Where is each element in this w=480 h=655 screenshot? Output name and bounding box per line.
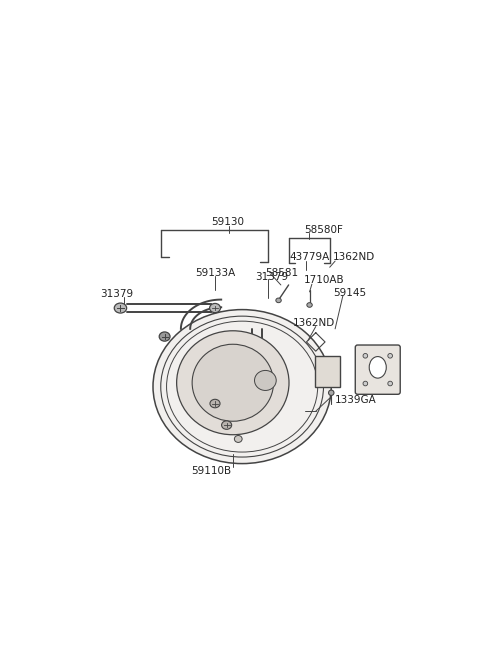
Text: 31379: 31379 — [100, 290, 133, 299]
Text: 1710AB: 1710AB — [304, 275, 345, 286]
Text: 58581: 58581 — [265, 268, 299, 278]
Ellipse shape — [210, 400, 220, 408]
Ellipse shape — [234, 436, 242, 442]
Ellipse shape — [177, 331, 289, 435]
Ellipse shape — [222, 421, 232, 429]
Text: 1339GA: 1339GA — [335, 396, 377, 405]
Bar — [315, 356, 340, 386]
Text: 59110B: 59110B — [191, 466, 231, 476]
Ellipse shape — [388, 381, 393, 386]
Text: 1362ND: 1362ND — [292, 318, 335, 328]
Ellipse shape — [276, 298, 281, 303]
Text: 59133A: 59133A — [196, 268, 236, 278]
FancyBboxPatch shape — [355, 345, 400, 394]
Text: 59130: 59130 — [211, 217, 244, 227]
Ellipse shape — [369, 356, 386, 378]
Ellipse shape — [192, 345, 274, 421]
Ellipse shape — [388, 354, 393, 358]
Text: 43779A: 43779A — [289, 252, 330, 262]
Ellipse shape — [153, 310, 331, 464]
Ellipse shape — [210, 303, 220, 312]
Ellipse shape — [363, 354, 368, 358]
Ellipse shape — [254, 371, 276, 390]
Text: 59145: 59145 — [333, 288, 366, 297]
Ellipse shape — [114, 303, 127, 313]
Ellipse shape — [328, 390, 334, 396]
Ellipse shape — [159, 332, 170, 341]
Ellipse shape — [363, 381, 368, 386]
Ellipse shape — [307, 303, 312, 307]
Text: 31379: 31379 — [255, 272, 288, 282]
Text: 58580F: 58580F — [304, 225, 343, 234]
Text: 1362ND: 1362ND — [333, 252, 375, 262]
